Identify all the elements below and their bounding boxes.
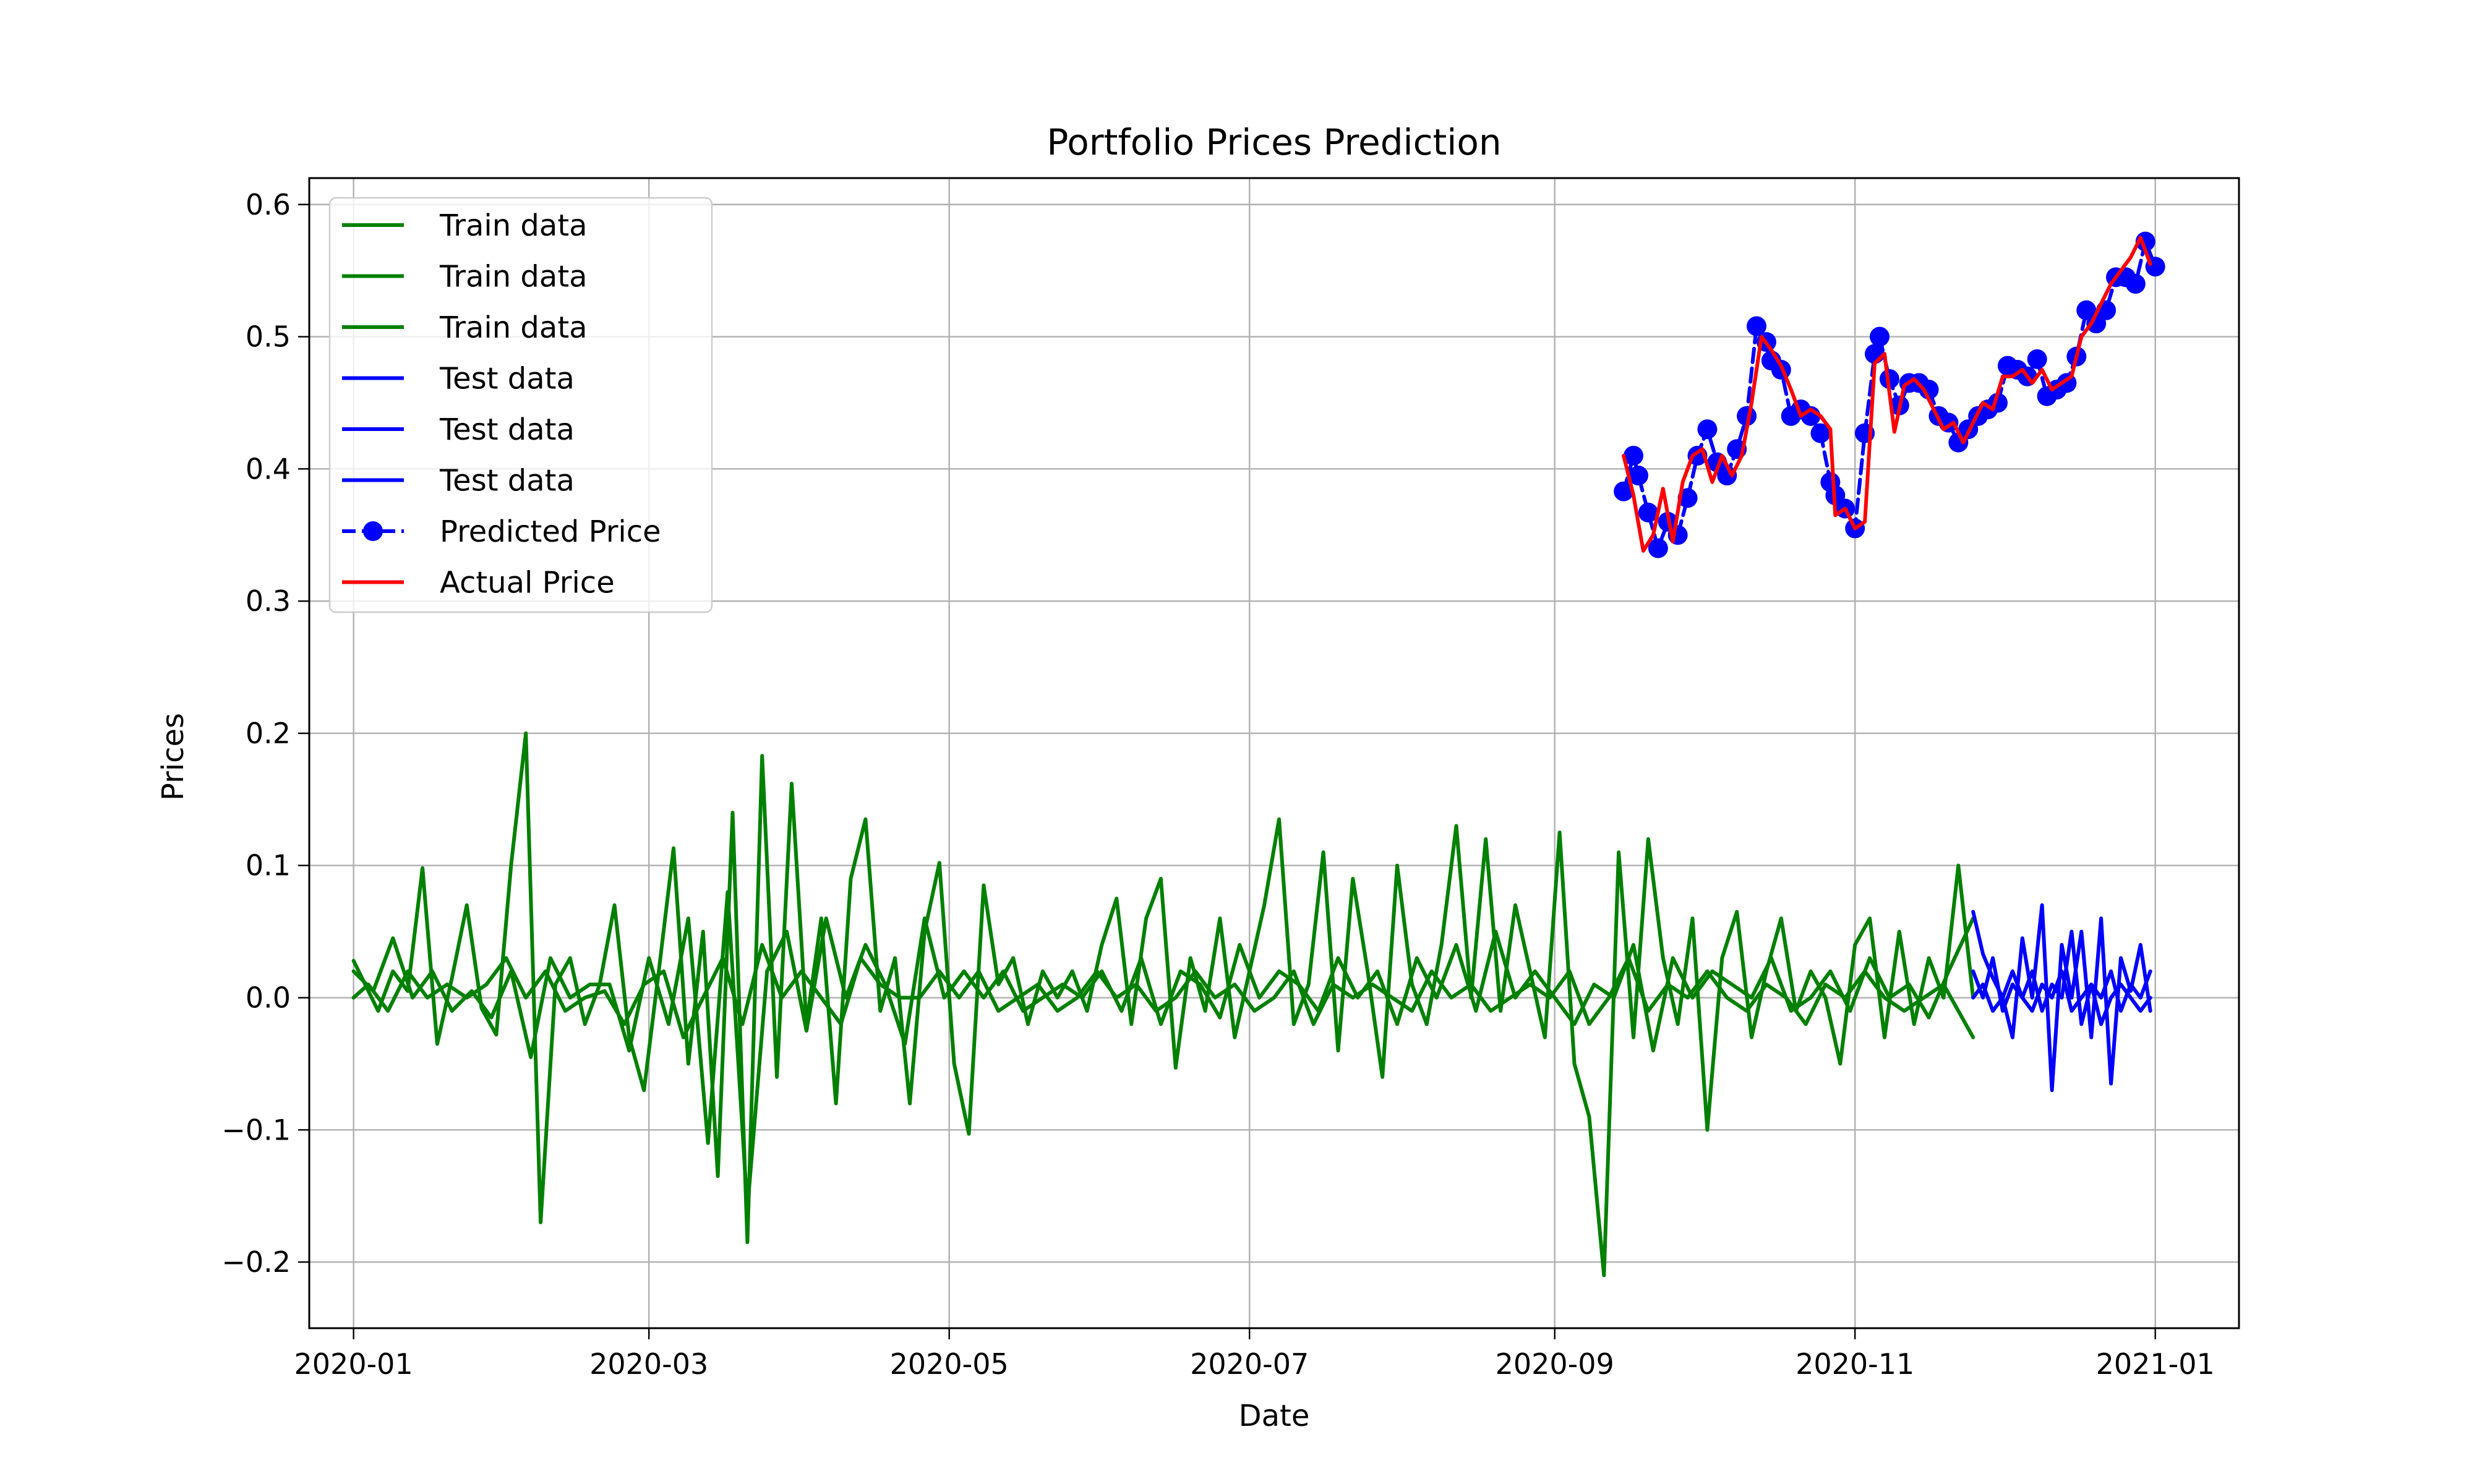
data-point [1747,316,1766,336]
legend-label: Train data [439,208,588,243]
series-line [1971,969,2152,1026]
y-tick-label: 0.6 [246,188,291,221]
y-tick-label: −0.2 [221,1245,291,1279]
series-3 [351,943,1975,1039]
legend-item: Predicted Price [342,514,661,549]
x-tick-label: 2020-01 [294,1347,413,1381]
data-point [1717,466,1737,486]
y-axis-label: Prices [156,713,190,801]
data-point [1638,502,1658,522]
data-point [1624,445,1644,466]
legend-item: Train data [342,208,588,243]
chart-title: Portfolio Prices Prediction [1047,121,1501,163]
legend-item: Test data [342,464,575,498]
y-tick-label: 0.3 [246,584,291,618]
series-5 [1971,929,2152,1026]
legend-marker [363,521,383,541]
x-axis: 2020-01 2020-03 2020-05 2020-07 2020-09 2020-… [294,1328,2215,1381]
series-line [351,943,1975,1039]
series-2 [351,890,1975,1211]
x-tick-label: 2020-11 [1796,1347,1914,1381]
data-point [1697,419,1718,440]
y-tick-label: −0.1 [221,1113,291,1146]
series-8 [1622,236,2152,553]
data-point [1919,380,1939,400]
legend-item: Test data [342,362,575,396]
y-tick-label: 0.4 [246,452,291,485]
y-axis: −0.2 −0.1 0.0 0.1 0.2 0.3 0.4 0.5 0.6 [221,188,309,1279]
legend-label: Train data [439,260,588,294]
series-line [351,890,1975,1211]
x-tick-label: 2020-07 [1190,1347,1309,1381]
legend-box [328,197,713,613]
legend-label: Train data [439,310,588,345]
x-tick-label: 2020-09 [1496,1347,1614,1381]
series-6 [1971,969,2152,1026]
data-point [1810,423,1831,443]
series-line [1971,929,2152,1026]
legend-label: Test data [439,464,575,498]
data-point [1869,326,1890,347]
y-tick-label: 0.2 [246,717,291,750]
legend-item: Test data [342,412,575,447]
plot-series [351,231,2165,1277]
data-point [2125,274,2146,294]
legend-item: Actual Price [342,566,615,600]
data-point [2027,349,2047,369]
y-tick-label: 0.5 [246,320,291,354]
legend: Train data Train data Train data Test data T… [328,197,713,613]
x-tick-label: 2020-05 [890,1347,1009,1381]
data-point [1648,538,1668,558]
data-point [1614,481,1634,501]
series-line [1622,236,2152,553]
legend-label: Test data [439,362,575,396]
plot-frame [308,177,2240,1329]
y-tick-label: 0.1 [246,849,291,882]
legend-item: Train data [342,260,588,294]
legend-label: Actual Price [440,566,615,600]
x-tick-label: 2021-01 [2096,1347,2215,1381]
x-axis-label: Date [1239,1399,1310,1433]
legend-label: Test data [439,412,575,447]
y-tick-label: 0.0 [246,981,291,1015]
data-point [1628,466,1648,486]
x-tick-label: 2020-03 [589,1347,708,1381]
legend-item: Train data [342,310,588,345]
legend-label: Predicted Price [440,514,661,549]
